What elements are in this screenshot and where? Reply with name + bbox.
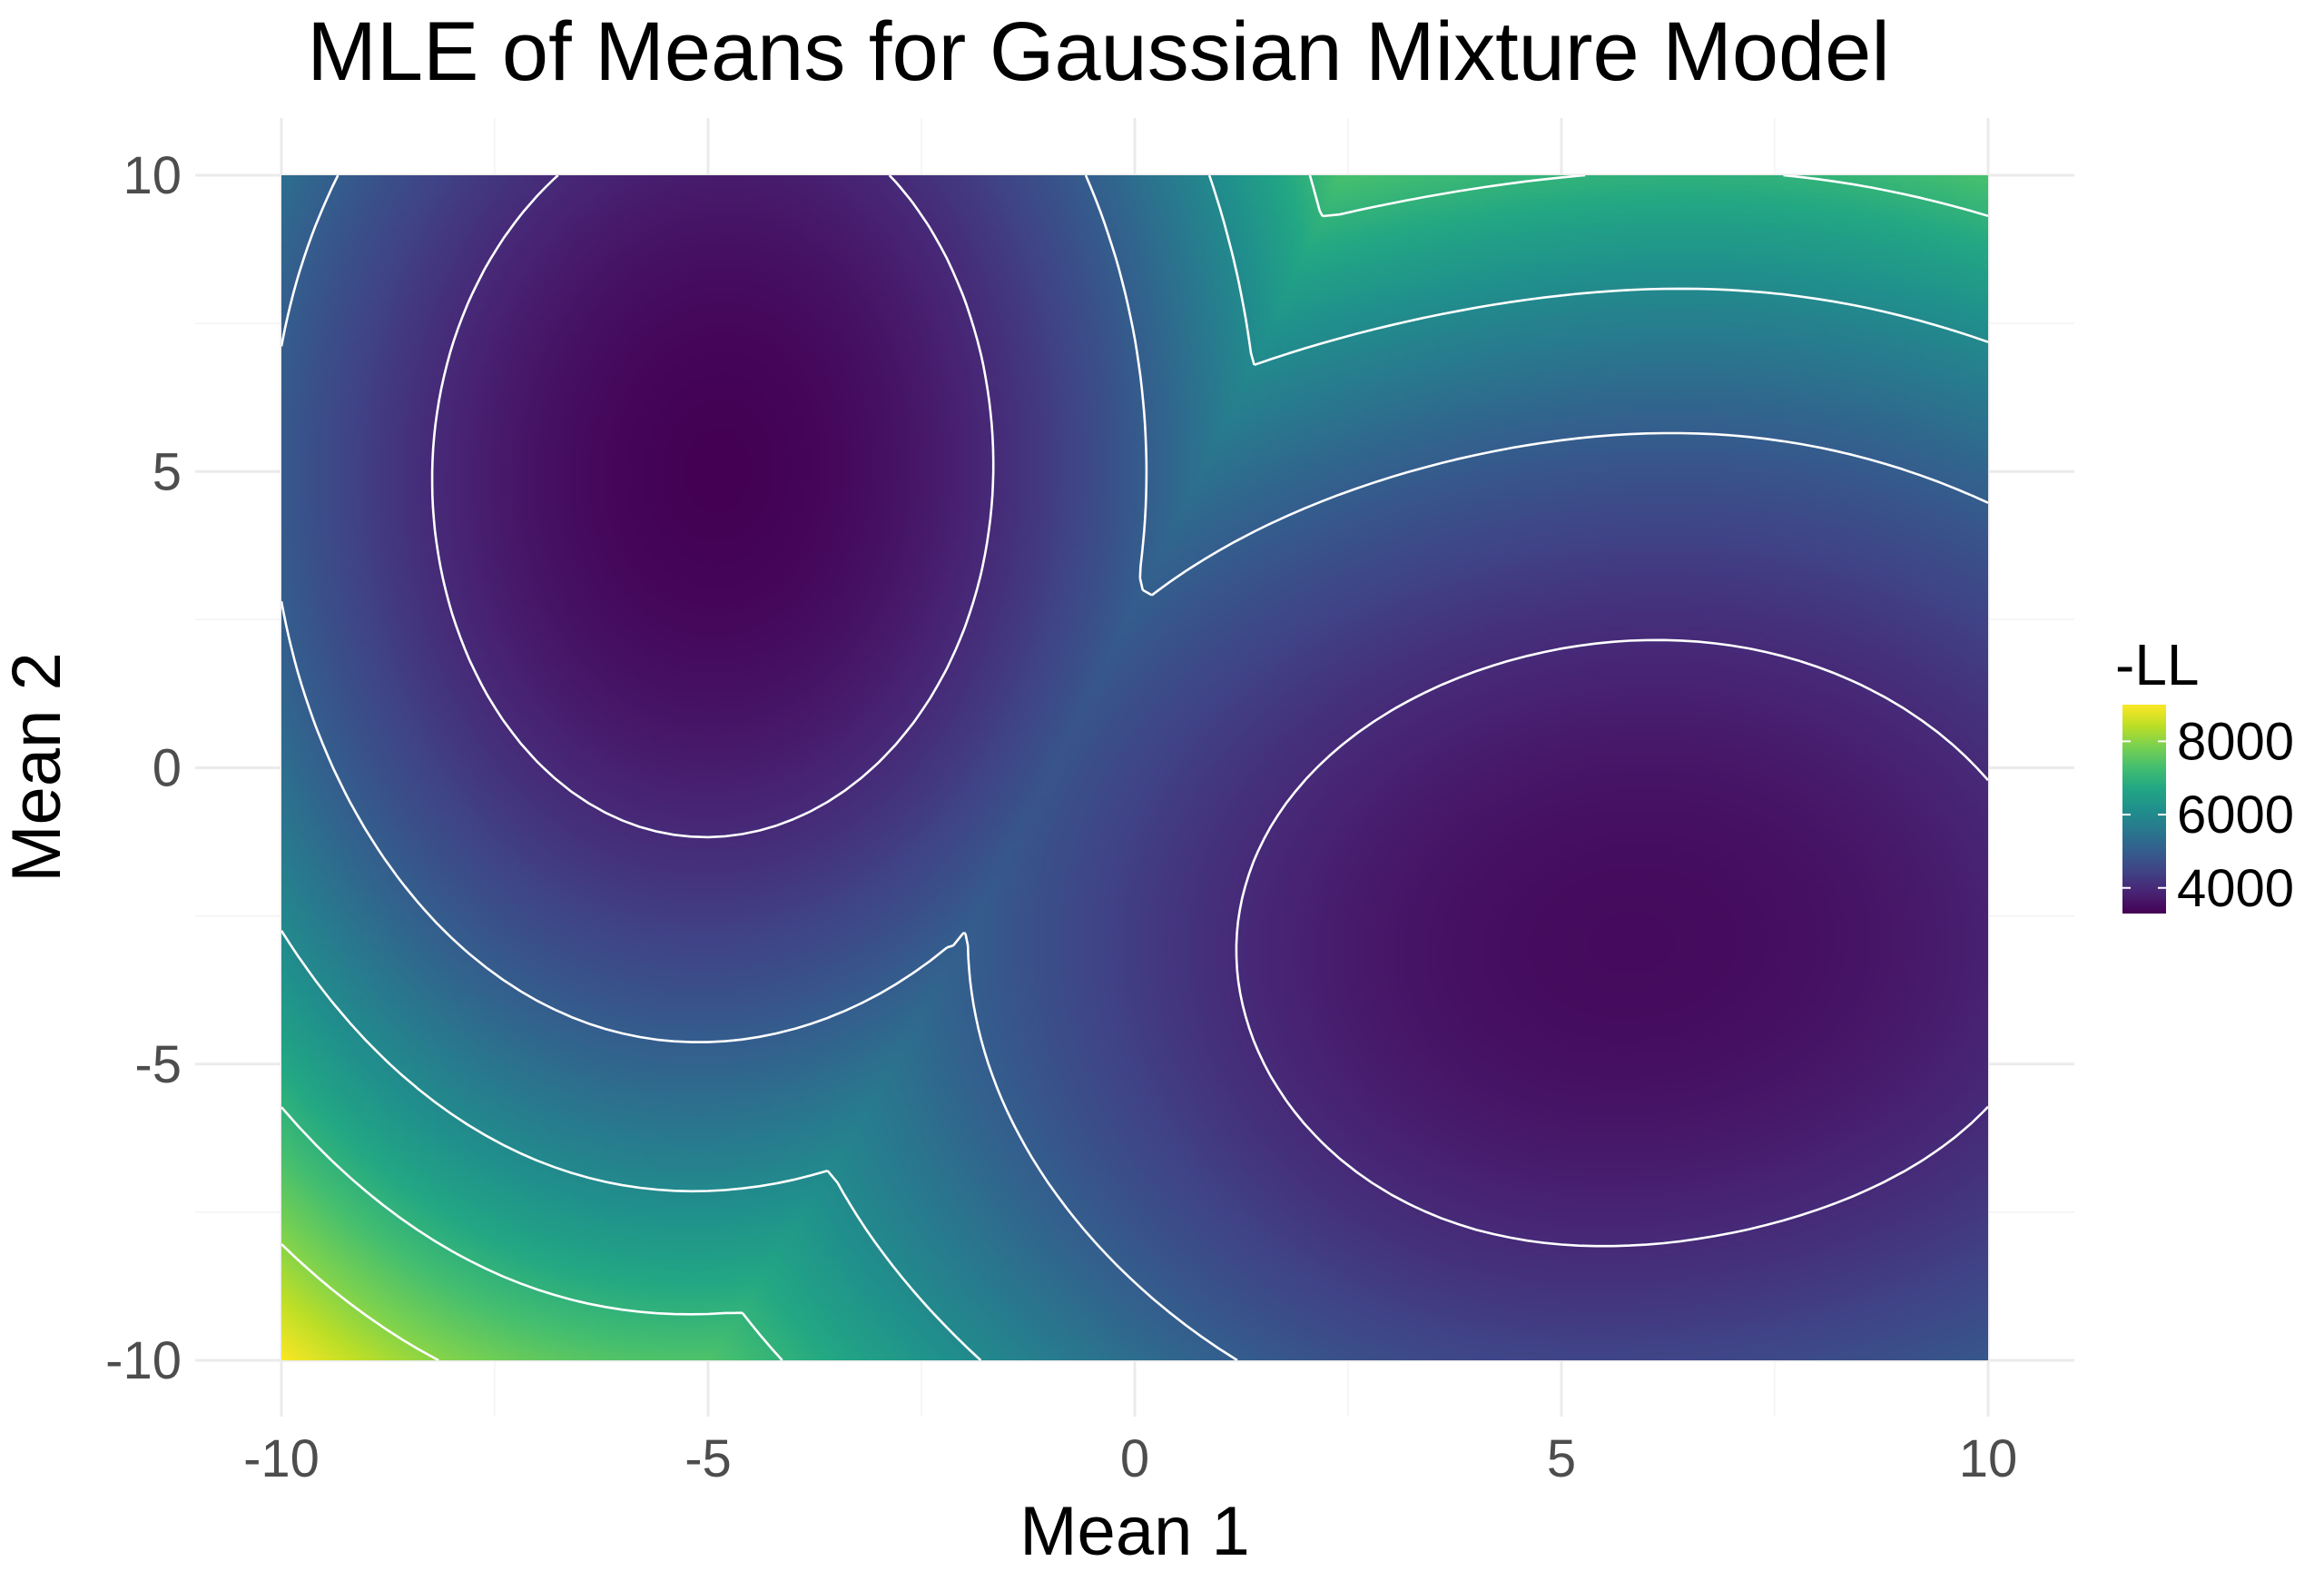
legend-tick-label: 6000 xyxy=(2177,786,2294,845)
x-tick-label: 10 xyxy=(1959,1429,2018,1488)
contour-lines xyxy=(281,175,1988,1360)
y-axis-ticks: -10 -5 0 5 10 xyxy=(105,146,182,1390)
x-tick-label: 0 xyxy=(1120,1429,1149,1488)
x-tick-label: 5 xyxy=(1547,1429,1576,1488)
y-tick-label: 10 xyxy=(123,146,182,205)
contour-line xyxy=(281,175,1988,1360)
y-tick-label: 5 xyxy=(153,442,182,501)
legend-title: -LL xyxy=(2115,632,2200,697)
y-tick-label: -10 xyxy=(105,1331,182,1390)
legend-colorbar xyxy=(2122,705,2166,914)
legend-tick-label: 8000 xyxy=(2177,712,2294,771)
x-tick-label: -5 xyxy=(684,1429,732,1488)
contour-line xyxy=(281,1243,439,1360)
y-axis-title: Mean 2 xyxy=(0,652,75,883)
contour-line xyxy=(281,175,1988,1360)
legend-tick-label: 4000 xyxy=(2177,859,2294,918)
y-tick-label: -5 xyxy=(134,1035,182,1094)
heatmap-fill xyxy=(281,175,1988,1360)
x-axis-title: Mean 1 xyxy=(1019,1493,1250,1570)
contour-line xyxy=(430,175,1988,1248)
chart-title: MLE of Means for Gaussian Mixture Model xyxy=(307,5,1890,98)
legend: -LL 8000 6000 4000 xyxy=(2115,632,2294,918)
x-tick-label: -10 xyxy=(243,1429,320,1488)
legend-ticks: 8000 6000 4000 xyxy=(2122,712,2294,918)
contour-line xyxy=(281,175,1988,1360)
y-tick-label: 0 xyxy=(153,739,182,798)
x-axis-ticks: -10 -5 0 5 10 xyxy=(243,1429,2017,1488)
